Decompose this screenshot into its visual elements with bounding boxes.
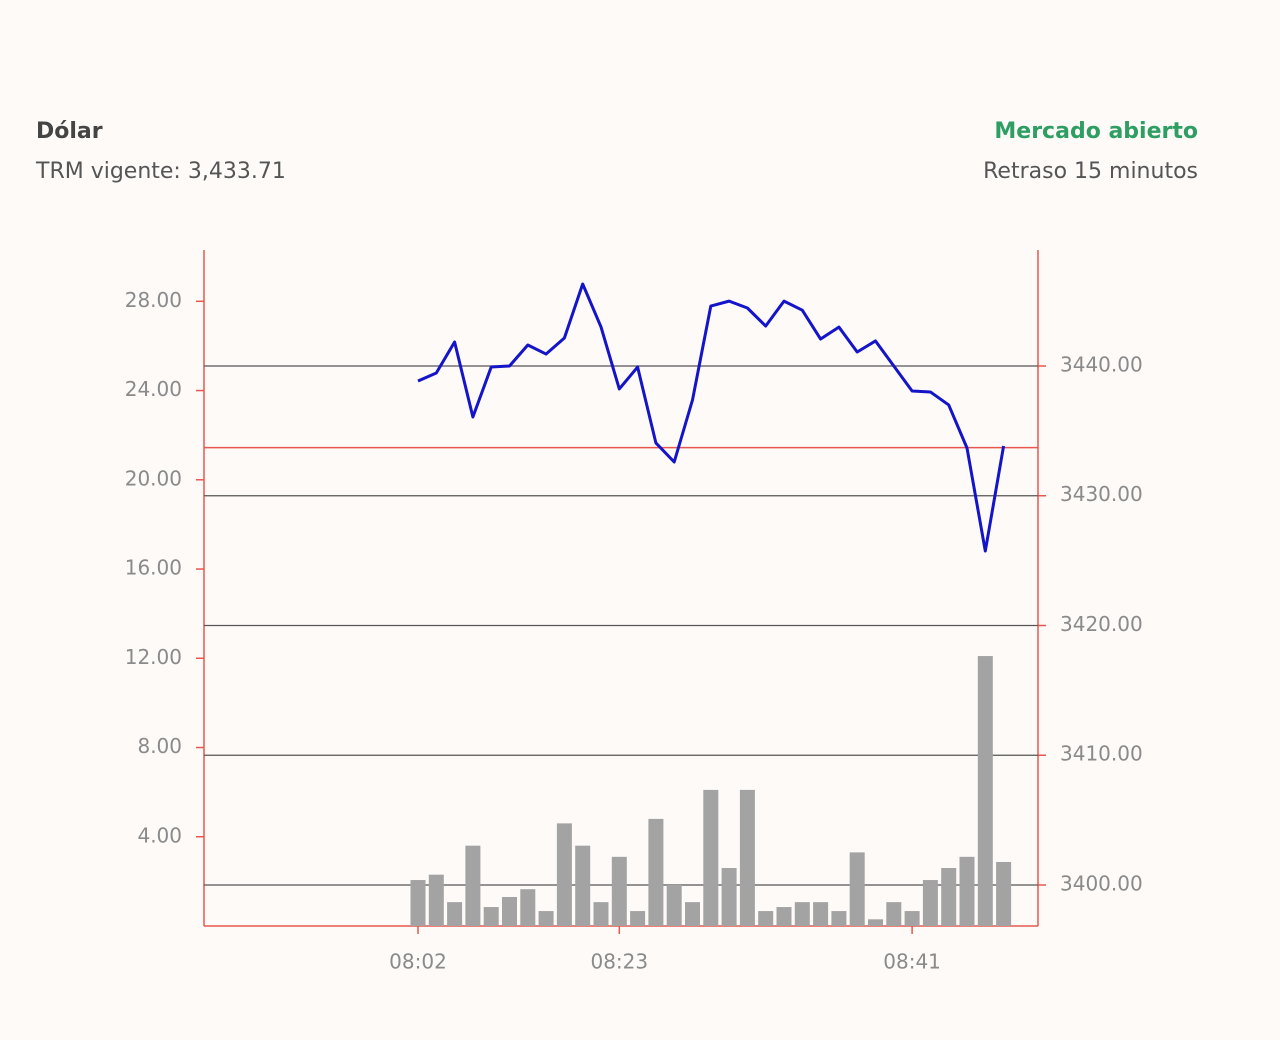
volume-bar — [703, 789, 719, 926]
x-tick-label: 08:41 — [883, 950, 941, 974]
volume-bar — [666, 884, 682, 926]
price-line — [417, 282, 1006, 553]
trm: TRM vigente: 3,433.71 — [35, 159, 286, 184]
y-tick-label: 16.00 — [125, 556, 182, 580]
market-status: Mercado abierto — [994, 119, 1198, 144]
volume-bar — [959, 856, 975, 926]
volume-bar — [868, 919, 883, 926]
volume-bar — [465, 845, 481, 926]
volume-bar — [575, 845, 591, 926]
y-tick-label: 4.00 — [137, 823, 182, 847]
volume-bar — [886, 902, 902, 926]
volume-bar — [996, 861, 1012, 926]
volume-bar — [739, 789, 755, 926]
volume-bar — [794, 902, 810, 926]
y2-tick-label: 3420.00 — [1060, 612, 1143, 636]
y-tick-label: 8.00 — [137, 734, 182, 758]
volume-bar — [941, 867, 957, 926]
volume-bar — [520, 889, 536, 926]
volume-bar — [428, 874, 444, 926]
volume-bar — [538, 911, 554, 926]
volume-bar — [648, 818, 664, 926]
volume-bar — [849, 852, 865, 926]
volume-bar — [556, 823, 572, 926]
delay-note: Retraso 15 minutos — [983, 159, 1198, 184]
volume-bar — [831, 911, 847, 926]
y-tick-label: 20.00 — [125, 466, 182, 490]
y2-tick-label: 3440.00 — [1060, 352, 1143, 376]
volume-bar — [447, 902, 463, 926]
volume-bar — [593, 902, 609, 926]
y2-tick-label: 3410.00 — [1060, 742, 1143, 766]
volume-bar — [611, 856, 627, 926]
volume-bar — [904, 911, 920, 926]
x-tick-label: 08:23 — [590, 950, 648, 974]
volume-bar — [813, 902, 829, 926]
volume-bar — [630, 911, 646, 926]
volume-bar — [721, 867, 737, 926]
volume-bar — [922, 880, 938, 926]
volume-bar — [410, 880, 426, 926]
y-tick-label: 24.00 — [125, 377, 182, 401]
x-tick-label: 08:02 — [389, 950, 447, 974]
y2-tick-label: 3400.00 — [1060, 871, 1143, 895]
y2-tick-label: 3430.00 — [1060, 482, 1143, 506]
volume-bar — [502, 896, 517, 926]
volume-bar — [776, 907, 792, 926]
volume-bar — [685, 902, 700, 926]
volume-bar — [977, 656, 993, 926]
y-tick-label: 12.00 — [125, 645, 182, 669]
title: Dólar — [36, 119, 103, 144]
volume-bar — [483, 907, 499, 926]
volume-bar — [758, 911, 774, 926]
y-tick-label: 28.00 — [125, 288, 182, 312]
